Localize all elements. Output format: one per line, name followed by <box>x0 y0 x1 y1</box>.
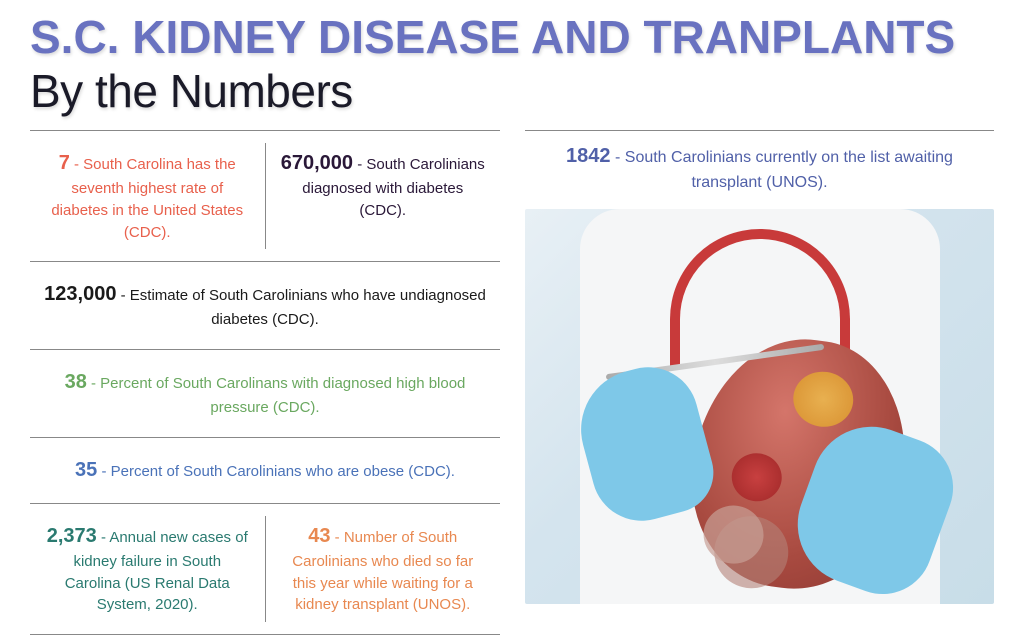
stat-text: - Percent of South Carolinians who are o… <box>97 463 455 480</box>
kidney-model-image <box>525 209 994 604</box>
stat-text: - Percent of South Carolinans with diagn… <box>87 375 466 416</box>
stat-number: 43 <box>308 525 330 547</box>
stat-cell: 35 - Percent of South Carolinians who ar… <box>30 450 500 491</box>
stat-cell: 43 - Number of South Carolinians who die… <box>266 516 501 622</box>
stat-number: 38 <box>65 371 87 393</box>
stat-cell: 2,373 - Annual new cases of kidney failu… <box>30 516 266 622</box>
stat-cell: 7 - South Carolina has the seventh highe… <box>30 143 266 249</box>
left-column: 7 - South Carolina has the seventh highe… <box>30 130 500 635</box>
stat-row: 35 - Percent of South Carolinians who ar… <box>30 437 500 503</box>
title-bold: S.C. KIDNEY DISEASE AND TRANPLANTS <box>30 11 955 63</box>
stat-number: 670,000 <box>281 152 353 174</box>
right-column: 1842 - South Carolinians currently on th… <box>525 130 994 635</box>
stat-text: - South Carolinians currently on the lis… <box>611 149 953 191</box>
stat-text: - South Carolina has the seventh highest… <box>51 156 243 241</box>
stat-cell: 670,000 - South Carolinians diagnosed wi… <box>266 143 501 249</box>
main-grid: 7 - South Carolina has the seventh highe… <box>30 130 994 635</box>
stat-number: 35 <box>75 459 97 481</box>
right-top-stat: 1842 - South Carolinians currently on th… <box>525 130 994 209</box>
stat-row: 2,373 - Annual new cases of kidney failu… <box>30 503 500 635</box>
title-light: By the Numbers <box>30 65 353 117</box>
stat-number: 7 <box>59 152 70 174</box>
stat-number: 1842 <box>566 145 611 167</box>
stat-row: 123,000 - Estimate of South Carolinians … <box>30 261 500 349</box>
stat-row: 7 - South Carolina has the seventh highe… <box>30 130 500 261</box>
stat-cell: 38 - Percent of South Carolinans with di… <box>30 362 500 425</box>
stat-text: - Estimate of South Carolinians who have… <box>116 287 485 328</box>
stat-number: 2,373 <box>47 525 97 547</box>
stat-cell: 123,000 - Estimate of South Carolinians … <box>30 274 500 337</box>
page-title: S.C. KIDNEY DISEASE AND TRANPLANTS By th… <box>30 10 994 118</box>
stat-number: 123,000 <box>44 283 116 305</box>
stat-row: 38 - Percent of South Carolinans with di… <box>30 349 500 437</box>
